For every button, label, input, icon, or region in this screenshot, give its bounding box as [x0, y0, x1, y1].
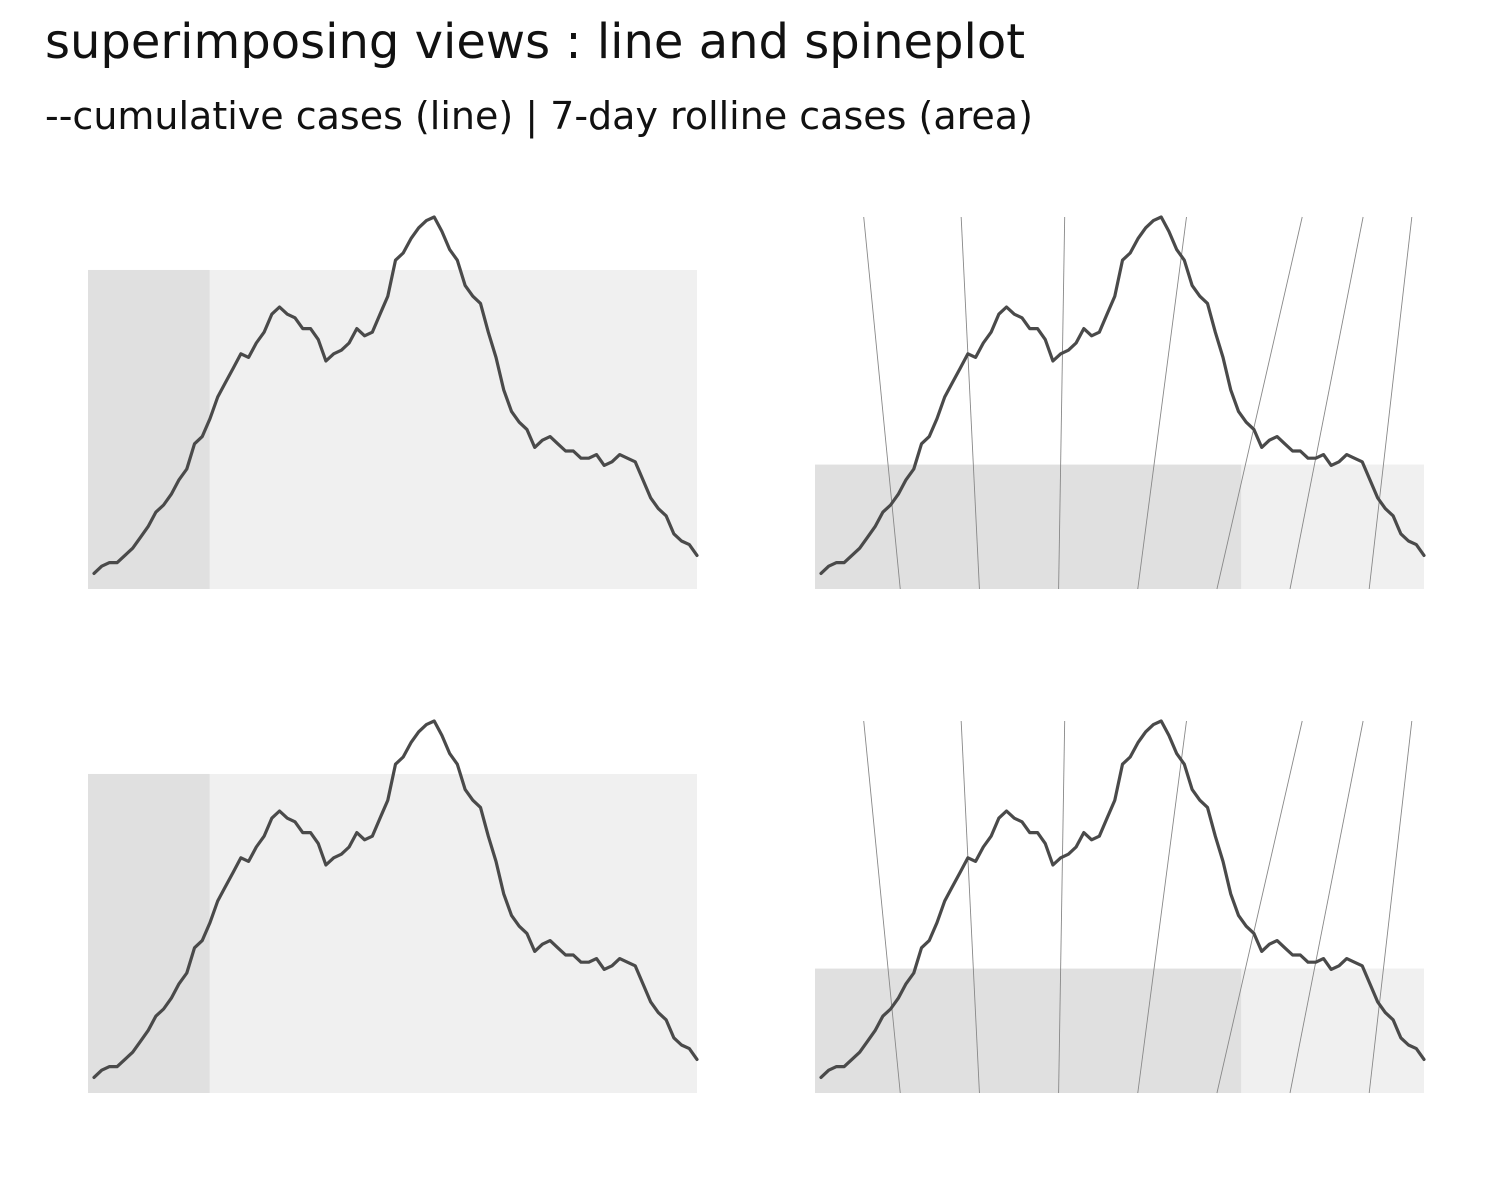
slant-line-3 — [1058, 720, 1066, 1094]
spine-bar-left — [815, 464, 1242, 589]
slant-line-7 — [1368, 216, 1413, 590]
slant-line-2 — [960, 216, 980, 590]
spine-bar-left — [815, 968, 1242, 1093]
slant-line-6 — [1289, 216, 1364, 590]
slant-line-7 — [1368, 720, 1413, 1094]
panel-bottom-left — [88, 719, 699, 1093]
spine-bar-right — [1241, 968, 1424, 1093]
slant-line-4 — [1137, 720, 1187, 1094]
spine-bar-right — [209, 773, 698, 1093]
cumulative-cases-line — [92, 719, 699, 1080]
cumulative-cases-line — [819, 719, 1426, 1080]
slant-line-5 — [1216, 216, 1303, 590]
slant-line-3 — [1058, 216, 1066, 590]
slant-line-5 — [1216, 720, 1303, 1094]
panel-top-right — [815, 215, 1426, 590]
panel-top-left — [88, 215, 699, 589]
slant-line-4 — [1137, 216, 1187, 590]
cumulative-cases-line — [92, 215, 699, 576]
spine-bar-left — [88, 773, 210, 1093]
slant-line-6 — [1289, 720, 1364, 1094]
slant-line-1 — [863, 720, 901, 1094]
cumulative-cases-line — [819, 215, 1426, 576]
chart-subtitle: --cumulative cases (line) | 7-day rollin… — [45, 94, 1033, 138]
spine-bar-right — [1241, 464, 1424, 589]
spine-bar-right — [209, 269, 698, 589]
slant-line-2 — [960, 720, 980, 1094]
panel-bottom-right — [815, 719, 1426, 1094]
spine-bar-left — [88, 269, 210, 589]
chart-title: superimposing views : line and spineplot — [45, 14, 1026, 70]
slant-line-1 — [863, 216, 901, 590]
